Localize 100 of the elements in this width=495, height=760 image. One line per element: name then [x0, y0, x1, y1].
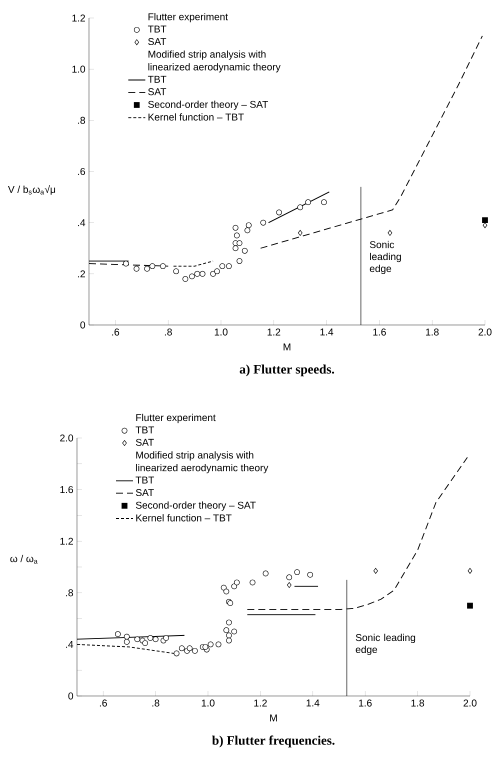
point	[286, 574, 292, 580]
point	[388, 230, 392, 236]
x-tick-label: 1.0	[202, 700, 214, 707]
legend-label: Second-order theory – SAT	[136, 501, 256, 511]
x-tick-label: 2.0	[478, 328, 492, 336]
point	[124, 634, 130, 640]
legend-label: SAT	[148, 88, 166, 96]
point	[144, 266, 150, 272]
point	[134, 266, 140, 272]
point	[124, 638, 130, 645]
point	[226, 620, 232, 626]
point	[208, 642, 214, 648]
x-axis-title: M	[270, 714, 277, 722]
point	[286, 582, 292, 588]
legend-label: SAT	[136, 489, 154, 496]
y-tick-label: .4	[78, 219, 86, 226]
x-tick-label: .6	[100, 700, 107, 707]
x-tick-label: 1.0	[214, 328, 228, 336]
legend-label: Kernel function – TBT	[136, 514, 232, 522]
y-tick-label: 0	[80, 321, 85, 329]
point	[232, 224, 238, 231]
y-tick-label: .6	[78, 168, 85, 176]
x-tick-label: 1.4	[306, 700, 320, 706]
point	[250, 580, 256, 586]
point	[226, 632, 232, 638]
point	[236, 258, 242, 264]
point	[320, 199, 327, 206]
annotation: Modified strip analysis with	[148, 50, 266, 60]
point	[142, 640, 148, 646]
point	[188, 273, 195, 280]
y-tick-label: 1.2	[60, 538, 73, 545]
legend-label: Second-order theory – SAT	[148, 100, 268, 110]
point	[134, 636, 140, 642]
ref-line-label: Sonic leading edge	[356, 634, 415, 656]
point	[152, 636, 158, 642]
point	[215, 642, 222, 648]
point	[160, 263, 166, 270]
point	[466, 602, 473, 609]
x-tick-label: 1.2	[268, 328, 280, 336]
annotation: Flutter experiment	[148, 12, 228, 22]
legend-label: SAT	[148, 38, 166, 46]
point	[305, 199, 311, 206]
point	[219, 263, 226, 270]
point	[186, 645, 192, 652]
point	[163, 635, 169, 641]
x-tick-label: .6	[112, 328, 120, 336]
point	[182, 276, 188, 282]
point	[210, 270, 216, 277]
x-tick-label: 1.2	[254, 700, 267, 706]
text: Flutter experiment	[136, 414, 216, 424]
x-tick-label: 2.0	[463, 700, 476, 707]
point	[214, 268, 220, 274]
text: a) Flutter speeds.	[240, 364, 334, 376]
point	[192, 648, 198, 654]
y-tick-label: 0	[68, 692, 73, 700]
point	[468, 568, 472, 574]
x-tick-label: 1.4	[320, 328, 334, 336]
point	[246, 222, 252, 228]
point	[223, 588, 230, 594]
point	[262, 570, 268, 576]
x-tick-label: 1.6	[358, 700, 372, 707]
point	[202, 644, 208, 650]
legend-label: TBT	[136, 426, 154, 434]
y-tick-label: 1.0	[72, 66, 85, 73]
x-tick-label: 1.6	[373, 328, 386, 336]
y-tick-label: .2	[78, 270, 85, 278]
point	[234, 580, 240, 586]
point	[234, 232, 240, 238]
point	[114, 631, 121, 637]
y-axis-title: V / b$_{s}$ω$_{a}$√μ	[8, 185, 55, 195]
y-tick-label: 1.2	[72, 14, 85, 22]
point	[226, 638, 232, 644]
x-tick-label: .8	[164, 328, 172, 336]
x-tick-label: .8	[152, 700, 160, 707]
point	[147, 635, 154, 641]
y-tick-label: .4	[66, 640, 74, 648]
point	[149, 263, 156, 270]
annotation: Modified strip analysis with	[136, 451, 254, 461]
point	[242, 248, 248, 254]
point	[298, 230, 302, 236]
point	[260, 220, 266, 226]
point	[297, 204, 303, 210]
legend-label: TBT	[148, 26, 166, 33]
point	[244, 227, 250, 234]
y-tick-label: 2.0	[60, 434, 73, 442]
point	[200, 270, 206, 277]
point	[307, 572, 313, 578]
point	[236, 240, 242, 246]
point	[232, 245, 238, 252]
point	[223, 627, 230, 634]
point	[194, 270, 200, 277]
x-axis-title: M	[284, 344, 290, 350]
legend-label: TBT	[136, 476, 154, 484]
x-tick-label: 1.8	[426, 328, 439, 336]
point	[173, 268, 179, 274]
y-tick-label: .8	[78, 116, 85, 124]
legend-label: Kernel function – TBT	[148, 113, 244, 121]
point	[482, 217, 488, 224]
x-tick-label: 1.8	[411, 700, 424, 707]
ref-line-label: Sonic leading edge	[370, 240, 401, 274]
